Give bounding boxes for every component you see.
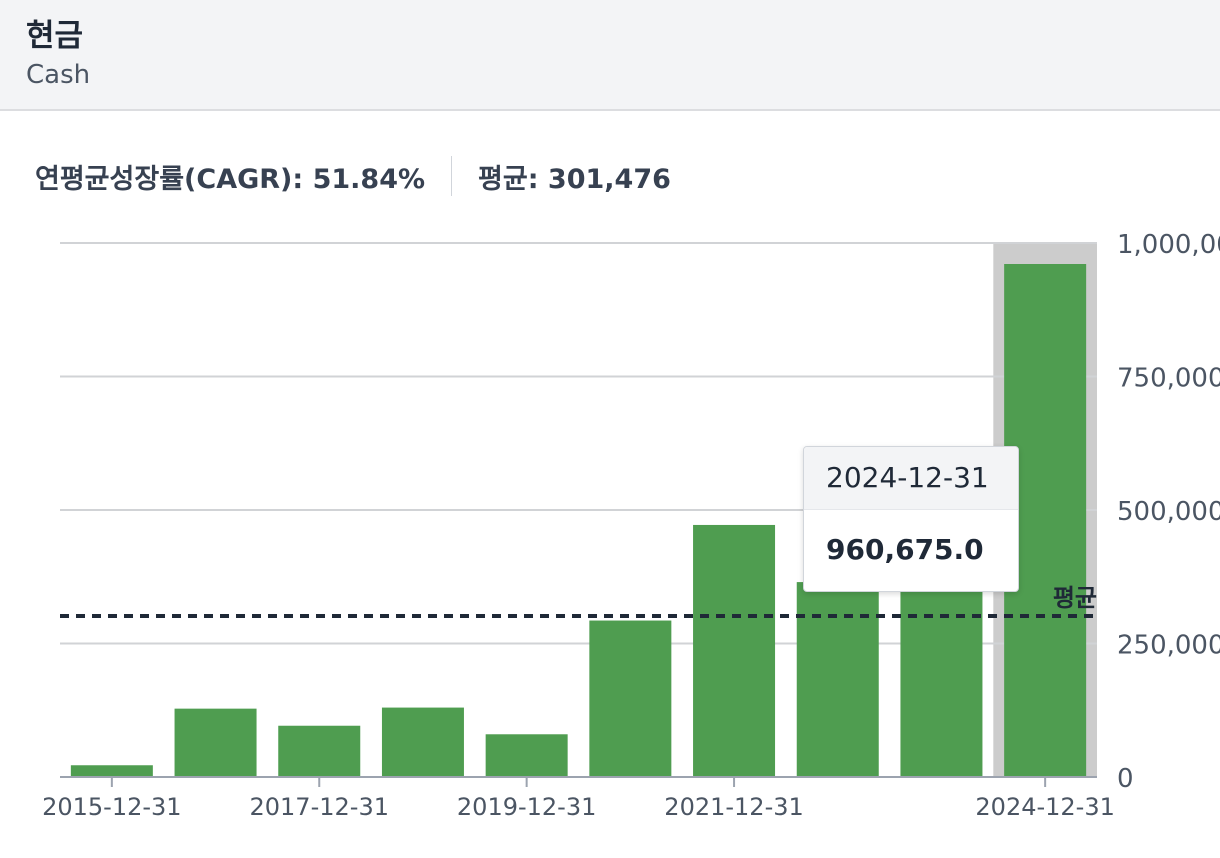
bar [485,734,568,777]
stats-divider [451,156,453,196]
stats-bar: 연평균성장률(CAGR): 51.84% 평균: 301,476 [35,156,671,196]
x-tick-label: 2019-12-31 [457,793,596,821]
cagr-stat: 연평균성장률(CAGR): 51.84% [35,163,426,195]
y-tick-label: 750,000 [1117,364,1220,394]
y-tick-label: 1,000,000 [1117,230,1220,260]
bar [70,765,153,777]
bar [796,582,879,777]
page-subtitle: Cash [26,60,91,90]
chart-header: 현금 Cash [0,0,1220,111]
bar [381,707,464,777]
bar [278,725,361,777]
x-tick-label: 2017-12-31 [250,793,389,821]
y-tick-label: 0 [1117,764,1134,794]
tooltip: 2024-12-31 960,675.0 [803,446,1019,592]
y-tick-label: 250,000 [1117,631,1220,661]
bar [693,524,776,777]
page-title: 현금 [26,18,84,54]
x-tick-label: 2021-12-31 [664,793,803,821]
x-tick-label: 2015-12-31 [42,793,181,821]
tooltip-date: 2024-12-31 [804,447,1018,510]
x-tick-label: 2024-12-31 [975,793,1114,821]
average-label: 평균 [1053,584,1097,612]
tooltip-value: 960,675.0 [826,533,984,566]
bar [174,708,257,777]
average-stat: 평균: 301,476 [478,163,671,195]
bar [589,620,672,777]
y-tick-label: 500,000 [1117,497,1220,527]
